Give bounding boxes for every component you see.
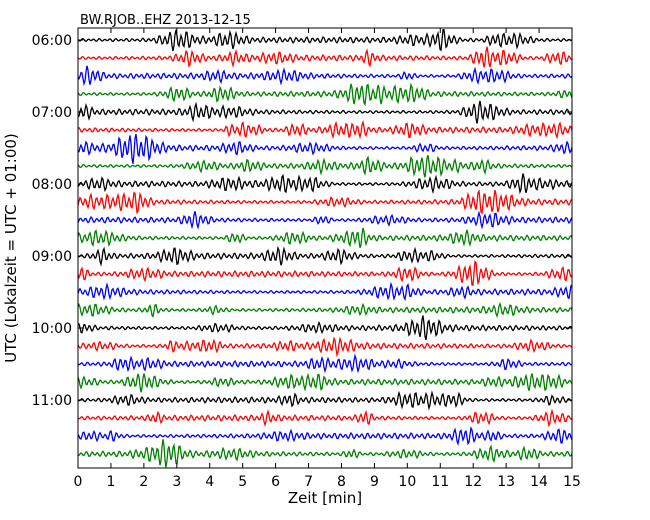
trace-line: [78, 353, 572, 374]
y-tick-label: 09:00: [32, 249, 72, 265]
x-tick-label: 6: [271, 474, 280, 490]
chart-title: BW.RJOB..EHZ 2013-12-15: [80, 13, 251, 28]
x-tick-label: 1: [106, 474, 115, 490]
trace-line: [78, 301, 572, 319]
trace-line: [78, 315, 572, 341]
x-tick-label: 14: [530, 474, 548, 490]
y-axis-ticks: 06:00 07:00 08:00 09:00 10:00 11:00: [32, 33, 572, 409]
x-tick-label: 3: [172, 474, 181, 490]
x-tick-label: 0: [74, 474, 83, 490]
trace-line: [78, 245, 572, 267]
trace-line: [78, 82, 572, 107]
trace-line: [78, 281, 572, 302]
trace-line: [78, 100, 572, 124]
trace-line: [78, 29, 572, 52]
x-tick-label: 9: [370, 474, 379, 490]
plot-frame: [77, 27, 573, 469]
trace-line: [78, 154, 572, 178]
trace-line: [78, 189, 572, 215]
trace-line: [78, 210, 572, 230]
x-tick-label: 12: [464, 474, 482, 490]
x-axis-ticks: 0 1 2 3 4 5 6 7 8 9 10 11 12 13 14 15: [74, 28, 581, 490]
x-tick-label: 4: [205, 474, 214, 490]
trace-line: [78, 372, 572, 393]
seismic-traces: [78, 29, 572, 468]
trace-line: [78, 390, 572, 411]
x-tick-label: 2: [139, 474, 148, 490]
trace-line: [78, 119, 572, 140]
y-tick-label: 10:00: [32, 321, 72, 337]
x-tick-label: 10: [398, 474, 416, 490]
x-tick-label: 7: [304, 474, 313, 490]
trace-line: [78, 65, 572, 87]
trace-line: [78, 426, 572, 446]
x-tick-label: 11: [431, 474, 449, 490]
trace-line: [78, 46, 572, 68]
y-tick-label: 11:00: [32, 393, 72, 409]
x-tick-label: 8: [337, 474, 346, 490]
x-axis-label: Zeit [min]: [288, 489, 362, 507]
y-tick-label: 07:00: [32, 105, 72, 121]
trace-line: [78, 133, 572, 164]
x-tick-label: 13: [497, 474, 515, 490]
y-tick-label: 06:00: [32, 33, 72, 49]
y-tick-label: 08:00: [32, 177, 72, 193]
x-tick-label: 15: [563, 474, 581, 490]
trace-line: [78, 260, 572, 286]
trace-line: [78, 227, 572, 248]
trace-line: [78, 336, 572, 358]
trace-line: [78, 439, 572, 468]
y-axis-label: UTC (Lokalzeit = UTC + 01:00): [2, 133, 20, 363]
trace-line: [78, 408, 572, 428]
x-tick-label: 5: [238, 474, 247, 490]
trace-line: [78, 173, 572, 195]
